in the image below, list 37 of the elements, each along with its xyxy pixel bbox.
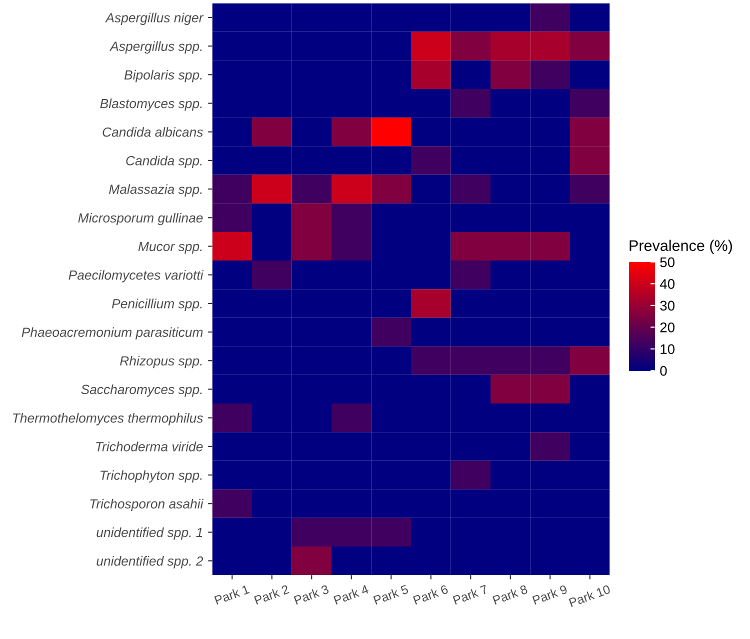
y-tick-label: Microsporum gullinae <box>78 212 203 226</box>
x-tick-label: Park 5 <box>373 584 409 605</box>
color-bar-label: 40 <box>660 279 675 289</box>
color-bar-label: 50 <box>660 257 675 268</box>
x-tick-label: Park 6 <box>412 584 448 605</box>
x-tick-label: Park 10 <box>568 584 611 608</box>
y-tick-label: Trichosporon asahii <box>90 498 204 512</box>
y-tick-label: Malassazia spp. <box>109 184 202 197</box>
y-tick-label: Thermothelomyces thermophilus <box>13 413 203 426</box>
x-tick-label: Park 2 <box>254 584 290 605</box>
y-tick-label: Aspergillus spp. <box>109 41 202 54</box>
color-bar-label: 10 <box>660 344 675 354</box>
x-tick-label: Park 1 <box>214 584 250 605</box>
color-bar-label: 30 <box>660 300 675 311</box>
x-tick-label: Park 4 <box>333 584 370 605</box>
y-tick-label: Trichophyton spp. <box>100 470 202 483</box>
y-tick-label: unidentified spp. 2 <box>96 556 204 568</box>
x-tick-label: Park 3 <box>294 584 330 605</box>
x-tick-label: Park 7 <box>452 584 488 605</box>
color-bar-label: 20 <box>660 322 675 332</box>
color-bar-label: 0 <box>660 366 667 376</box>
y-tick-label: Rhizopus spp. <box>120 356 202 368</box>
y-tick-label: Phaeoacremonium parasiticum <box>22 327 203 340</box>
y-tick-label: Saccharomyces spp. <box>81 384 202 397</box>
y-tick-label: Aspergillus niger <box>105 12 204 26</box>
y-tick-label: Penicillium spp. <box>112 298 202 311</box>
y-tick-label: Trichoderma viride <box>96 442 203 452</box>
y-tick-label: Candida spp. <box>126 156 202 168</box>
y-tick-label: unidentified spp. 1 <box>96 527 202 540</box>
color-bar-title: Prevalence (%) <box>630 240 732 254</box>
y-tick-label: Bipolaris spp. <box>124 70 202 82</box>
y-tick-label: Mucor spp. <box>138 242 202 254</box>
x-tick-label: Park 8 <box>492 584 528 605</box>
x-tick-label: Park 9 <box>532 584 568 605</box>
y-tick-label: Blastomyces spp. <box>100 98 202 111</box>
y-tick-label: Paecilomycetes variotti <box>68 270 204 282</box>
y-tick-label: Candida albicans <box>102 127 203 137</box>
